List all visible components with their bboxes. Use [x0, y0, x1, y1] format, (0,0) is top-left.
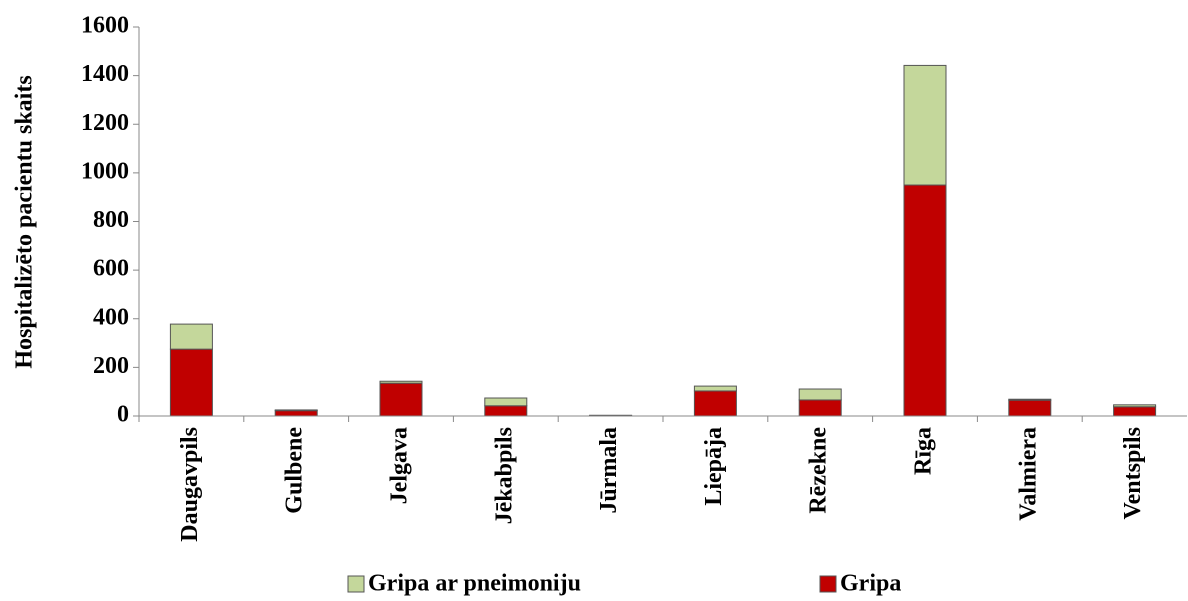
x-tick-label: Gulbene — [282, 427, 308, 514]
x-tick-label: Rēzekne — [806, 427, 832, 514]
bar-segment — [274, 409, 318, 412]
legend-swatch — [347, 575, 365, 593]
y-tick-label: 0 — [117, 402, 129, 428]
bar-segment — [693, 385, 737, 392]
y-tick-label: 1400 — [81, 61, 129, 87]
bar-segment — [169, 348, 213, 417]
y-axis-label: Hospitalizēto pacientu skaits — [12, 75, 38, 368]
x-tick-label: Rīga — [911, 427, 937, 475]
bar-segment — [798, 388, 842, 401]
bar-segment — [1113, 404, 1157, 408]
bar-segment — [693, 390, 737, 417]
x-tick-label: Ventspils — [1120, 427, 1146, 519]
y-tick-label: 400 — [93, 304, 129, 330]
bar-segment — [379, 380, 423, 384]
legend-label: Gripa — [840, 571, 901, 597]
bar-segment — [274, 410, 318, 417]
x-tick-label: Jelgava — [387, 427, 413, 504]
bar-segment — [798, 399, 842, 417]
bar-segment — [903, 184, 947, 417]
x-tick-label: Jēkabpils — [491, 427, 517, 524]
x-tick-label: Liepāja — [701, 427, 727, 506]
y-tick-label: 800 — [93, 207, 129, 233]
x-tick-label: Jūrmala — [596, 427, 622, 514]
bar-segment — [903, 64, 947, 186]
bar-segment — [1113, 406, 1157, 417]
y-tick-label: 1000 — [81, 158, 129, 184]
bar-segment — [379, 382, 423, 417]
legend-swatch — [819, 575, 837, 593]
x-tick-label: Daugavpils — [177, 427, 203, 542]
y-tick-label: 600 — [93, 256, 129, 282]
bar-segment — [484, 405, 528, 417]
legend-label: Gripa ar pneimoniju — [368, 571, 581, 597]
bar-segment — [169, 323, 213, 350]
y-tick-label: 200 — [93, 353, 129, 379]
bar-segment — [1008, 398, 1052, 401]
bar-segment — [1008, 399, 1052, 417]
y-tick-label: 1600 — [81, 13, 129, 39]
bar-segment — [484, 397, 528, 407]
y-tick-label: 1200 — [81, 110, 129, 136]
x-tick-label: Valmiera — [1015, 427, 1041, 521]
